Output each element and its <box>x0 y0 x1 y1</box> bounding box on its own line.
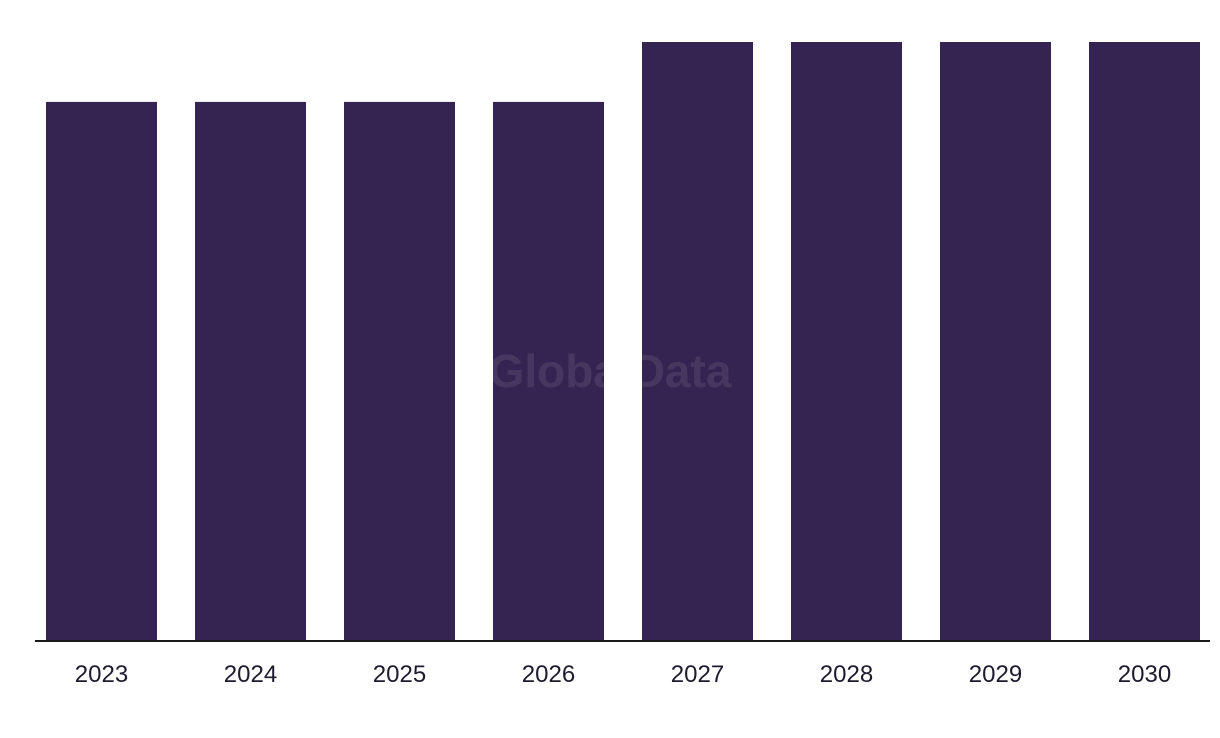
x-tick-label-2028: 2028 <box>820 661 873 688</box>
bar-2025 <box>344 101 455 641</box>
bar-2030 <box>1089 42 1200 641</box>
x-tick-label-2023: 2023 <box>75 661 128 688</box>
bar-2028 <box>791 42 902 641</box>
bars-group <box>46 42 1200 641</box>
x-tick-label-2025: 2025 <box>373 661 426 688</box>
x-tick-label-2027: 2027 <box>671 661 724 688</box>
bar-2029 <box>940 42 1051 641</box>
bar-2024 <box>195 101 306 641</box>
x-tick-label-2026: 2026 <box>522 661 575 688</box>
x-tick-labels: 2023 2024 2025 2026 2027 2028 2029 2030 <box>75 661 1171 688</box>
watermark-logo: GlobalData <box>489 345 732 397</box>
bar-2027 <box>642 42 753 641</box>
bar-2026 <box>493 101 604 641</box>
bar-2023 <box>46 101 157 641</box>
x-tick-label-2024: 2024 <box>224 661 277 688</box>
x-tick-label-2029: 2029 <box>969 661 1022 688</box>
x-tick-label-2030: 2030 <box>1118 661 1171 688</box>
